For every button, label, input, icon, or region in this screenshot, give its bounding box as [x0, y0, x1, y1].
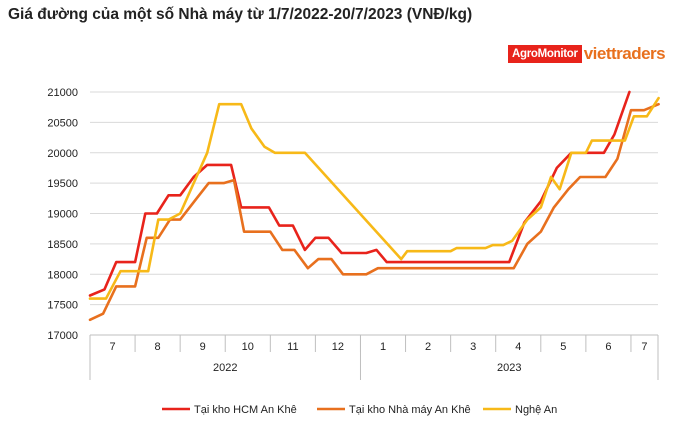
x-tick-label: 7: [641, 341, 647, 353]
y-tick-label: 17000: [47, 330, 78, 342]
y-tick-label: 18000: [47, 269, 78, 281]
y-tick-label: 20500: [47, 117, 78, 129]
year-label: 2022: [213, 362, 237, 374]
y-tick-label: 20000: [47, 148, 78, 160]
x-tick-label: 7: [109, 341, 115, 353]
x-tick-label: 4: [515, 341, 521, 353]
x-tick-label: 9: [200, 341, 206, 353]
y-tick-label: 19500: [47, 178, 78, 190]
y-tick-label: 18500: [47, 239, 78, 251]
legend: Tại kho HCM An Khê Tại kho Nhà máy An Khê…: [162, 404, 557, 416]
x-tick-label: 2: [425, 341, 431, 353]
x-tick-label: 12: [332, 341, 344, 353]
x-tick-label: 3: [470, 341, 476, 353]
series-lines: [88, 90, 660, 322]
x-tick-label: 1: [380, 341, 386, 353]
x-tick-label: 5: [560, 341, 566, 353]
x-tick-label: 10: [242, 341, 254, 353]
agromonitor-viettraders-logo: AgroMonitor viettraders: [508, 44, 666, 64]
chart-title: Giá đường của một số Nhà máy từ 1/7/2022…: [8, 6, 473, 23]
legend-label: Nghệ An: [515, 404, 557, 416]
year-label: 2023: [497, 362, 521, 374]
x-tick-label: 8: [155, 341, 161, 353]
legend-label: Tại kho Nhà máy An Khê: [349, 404, 471, 416]
y-axis: 17000 17500 18000 18500 19000 19500 20000 20500…: [47, 87, 78, 342]
x-tick-label: 11: [287, 341, 298, 353]
y-tick-label: 19000: [47, 209, 78, 221]
series-line-2: [88, 102, 660, 322]
y-tick-label: 21000: [47, 87, 78, 99]
x-tick-label: 6: [605, 341, 611, 353]
logo-viettraders: viettraders: [583, 44, 666, 63]
grid-lines: [90, 91, 658, 306]
series-line-3: [88, 96, 660, 300]
logo-agromonitor: AgroMonitor: [508, 45, 582, 63]
y-tick-label: 17500: [47, 300, 78, 312]
legend-label: Tại kho HCM An Khê: [194, 404, 297, 416]
